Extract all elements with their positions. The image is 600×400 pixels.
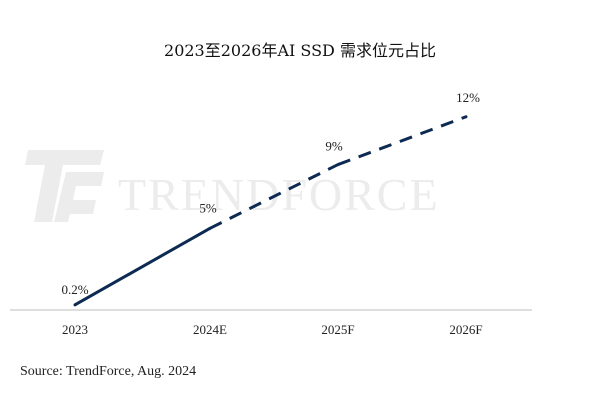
data-label-2026F: 12%: [456, 90, 480, 105]
data-label-2025F: 9%: [325, 139, 343, 154]
x-axis-ticks: 2023 2024E 2025F 2026F: [62, 322, 483, 337]
x-tick-label-2023: 2023: [62, 322, 88, 337]
data-point-2025F: [336, 163, 340, 167]
x-tick-label-2026F: 2026F: [449, 322, 482, 337]
x-tick-label-2024E: 2024E: [193, 322, 227, 337]
line-segment-1: [74, 227, 211, 307]
data-label-2024E: 5%: [199, 200, 217, 215]
data-labels: 0.2% 5% 9% 12%: [61, 90, 480, 297]
series-line: [73, 115, 468, 307]
chart-title: 2023至2026年AI SSD 需求位元占比: [164, 41, 436, 60]
source-note: Source: TrendForce, Aug. 2024: [20, 364, 196, 379]
data-point-2026F: [464, 115, 468, 119]
data-point-2023: [73, 303, 77, 307]
data-point-2024E: [208, 226, 212, 230]
data-label-2023: 0.2%: [61, 282, 88, 297]
watermark: TRENDFORCE: [25, 150, 438, 222]
x-tick-label-2025F: 2025F: [321, 322, 354, 337]
trendforce-logo-icon: [25, 150, 104, 222]
line-segment-3: [337, 115, 467, 166]
line-segment-2: [209, 163, 339, 230]
